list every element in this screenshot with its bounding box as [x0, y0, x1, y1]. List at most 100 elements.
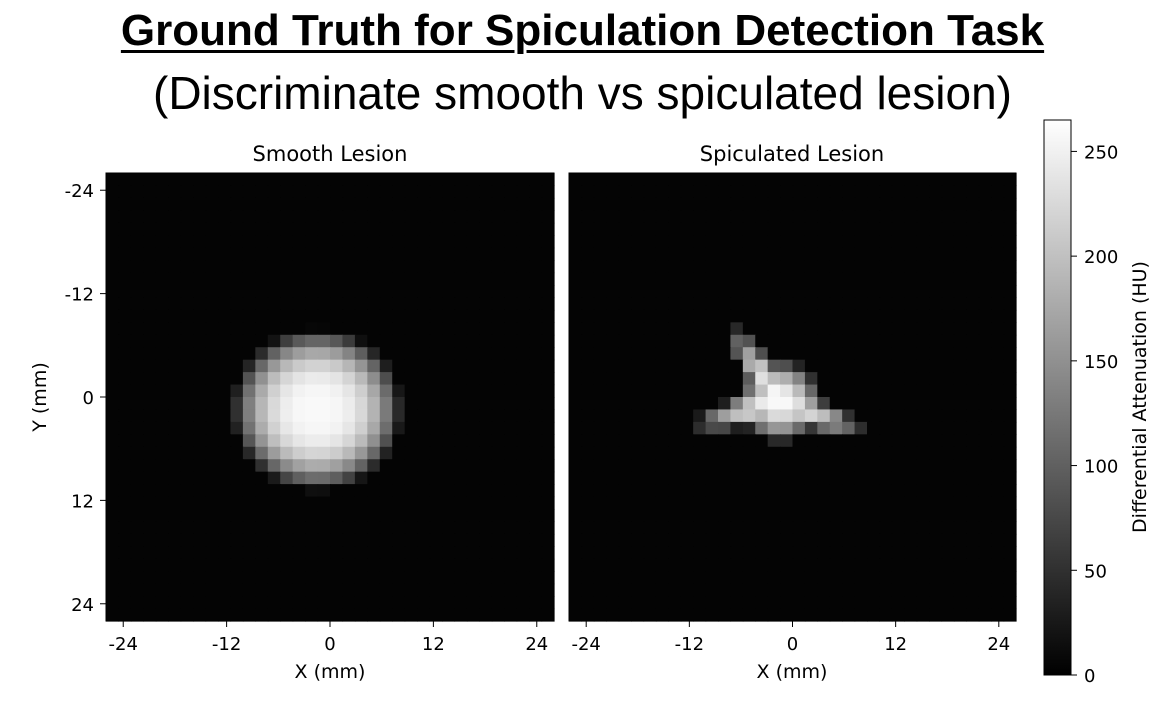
heatmap-cell [442, 397, 456, 411]
heatmap-cell [280, 210, 294, 224]
heatmap-cell [155, 260, 169, 274]
heatmap-cell [255, 334, 269, 348]
heatmap-cell [317, 297, 331, 311]
heatmap-cell [205, 496, 219, 510]
heatmap-cell [292, 521, 306, 535]
heatmap-cell [106, 533, 120, 547]
heatmap-cell [230, 372, 244, 386]
heatmap-cell [305, 322, 319, 336]
heatmap-cell [978, 309, 992, 323]
heatmap-cell [792, 359, 806, 373]
heatmap-cell [392, 260, 406, 274]
heatmap-cell [792, 272, 806, 286]
heatmap-cell [255, 235, 269, 249]
heatmap-cell [466, 334, 480, 348]
heatmap-cell [904, 272, 918, 286]
heatmap-cell [655, 421, 669, 435]
heatmap-cell [529, 372, 543, 386]
heatmap-cell [541, 384, 555, 398]
heatmap-cell [491, 596, 505, 610]
heatmap-cell [755, 260, 769, 274]
heatmap-cell [581, 347, 595, 361]
heatmap-cell [643, 446, 657, 460]
page-subtitle: (Discriminate smooth vs spiculated lesio… [153, 67, 1012, 119]
heatmap-cell [780, 446, 794, 460]
heatmap-cell [854, 347, 868, 361]
heatmap-cell [168, 334, 182, 348]
heatmap-cell [631, 471, 645, 485]
heatmap-cell [705, 397, 719, 411]
heatmap-cell [205, 247, 219, 261]
heatmap-cell [655, 471, 669, 485]
heatmap-cell [742, 347, 756, 361]
heatmap-cell [780, 334, 794, 348]
heatmap-cell [292, 309, 306, 323]
heatmap-cell [354, 434, 368, 448]
heatmap-cell [1003, 496, 1017, 510]
heatmap-cell [742, 297, 756, 311]
heatmap-cell [929, 247, 943, 261]
heatmap-cell [631, 384, 645, 398]
heatmap-cell [792, 434, 806, 448]
heatmap-cell [879, 247, 893, 261]
heatmap-cell [941, 322, 955, 336]
heatmap-cell [705, 583, 719, 597]
heatmap-cell [966, 334, 980, 348]
heatmap-cell [780, 583, 794, 597]
heatmap-cell [205, 322, 219, 336]
heatmap-cell [829, 322, 843, 336]
heatmap-cell [205, 372, 219, 386]
heatmap-cell [891, 285, 905, 299]
heatmap-cell [581, 558, 595, 572]
heatmap-cell [417, 173, 431, 187]
heatmap-cell [966, 521, 980, 535]
heatmap-cell [842, 272, 856, 286]
heatmap-cell [230, 334, 244, 348]
heatmap-cell [817, 334, 831, 348]
heatmap-cell [479, 421, 493, 435]
heatmap-cell [1003, 459, 1017, 473]
heatmap-cell [367, 459, 381, 473]
heatmap-cell [631, 210, 645, 224]
heatmap-cell [354, 372, 368, 386]
heatmap-cell [180, 421, 194, 435]
heatmap-cell [267, 197, 281, 211]
heatmap-cell [966, 285, 980, 299]
heatmap-cell [454, 558, 468, 572]
heatmap-cell [118, 322, 132, 336]
heatmap-cell [879, 521, 893, 535]
heatmap-cell [680, 471, 694, 485]
heatmap-cell [618, 509, 632, 523]
heatmap-cell [280, 459, 294, 473]
heatmap-cell [280, 521, 294, 535]
heatmap-cell [755, 309, 769, 323]
heatmap-cell [168, 285, 182, 299]
heatmap-cell [292, 334, 306, 348]
heatmap-cell [529, 558, 543, 572]
heatmap-cell [354, 359, 368, 373]
heatmap-cell [966, 446, 980, 460]
heatmap-cell [867, 359, 881, 373]
heatmap-cell [693, 421, 707, 435]
heatmap-cell [581, 608, 595, 622]
heatmap-cell [155, 210, 169, 224]
heatmap-cell [429, 496, 443, 510]
heatmap-cell [904, 297, 918, 311]
heatmap-cell [180, 347, 194, 361]
heatmap-cell [643, 509, 657, 523]
heatmap-cell [804, 397, 818, 411]
heatmap-cell [991, 272, 1005, 286]
heatmap-cell [755, 596, 769, 610]
heatmap-cell [491, 260, 505, 274]
heatmap-cell [693, 471, 707, 485]
heatmap-cell [742, 583, 756, 597]
heatmap-cell [966, 173, 980, 187]
heatmap-cell [180, 434, 194, 448]
heatmap-cell [218, 496, 232, 510]
heatmap-cell [242, 509, 256, 523]
heatmap-cell [680, 533, 694, 547]
heatmap-cell [792, 509, 806, 523]
heatmap-cell [668, 384, 682, 398]
heatmap-cell [904, 496, 918, 510]
heatmap-cell [705, 297, 719, 311]
